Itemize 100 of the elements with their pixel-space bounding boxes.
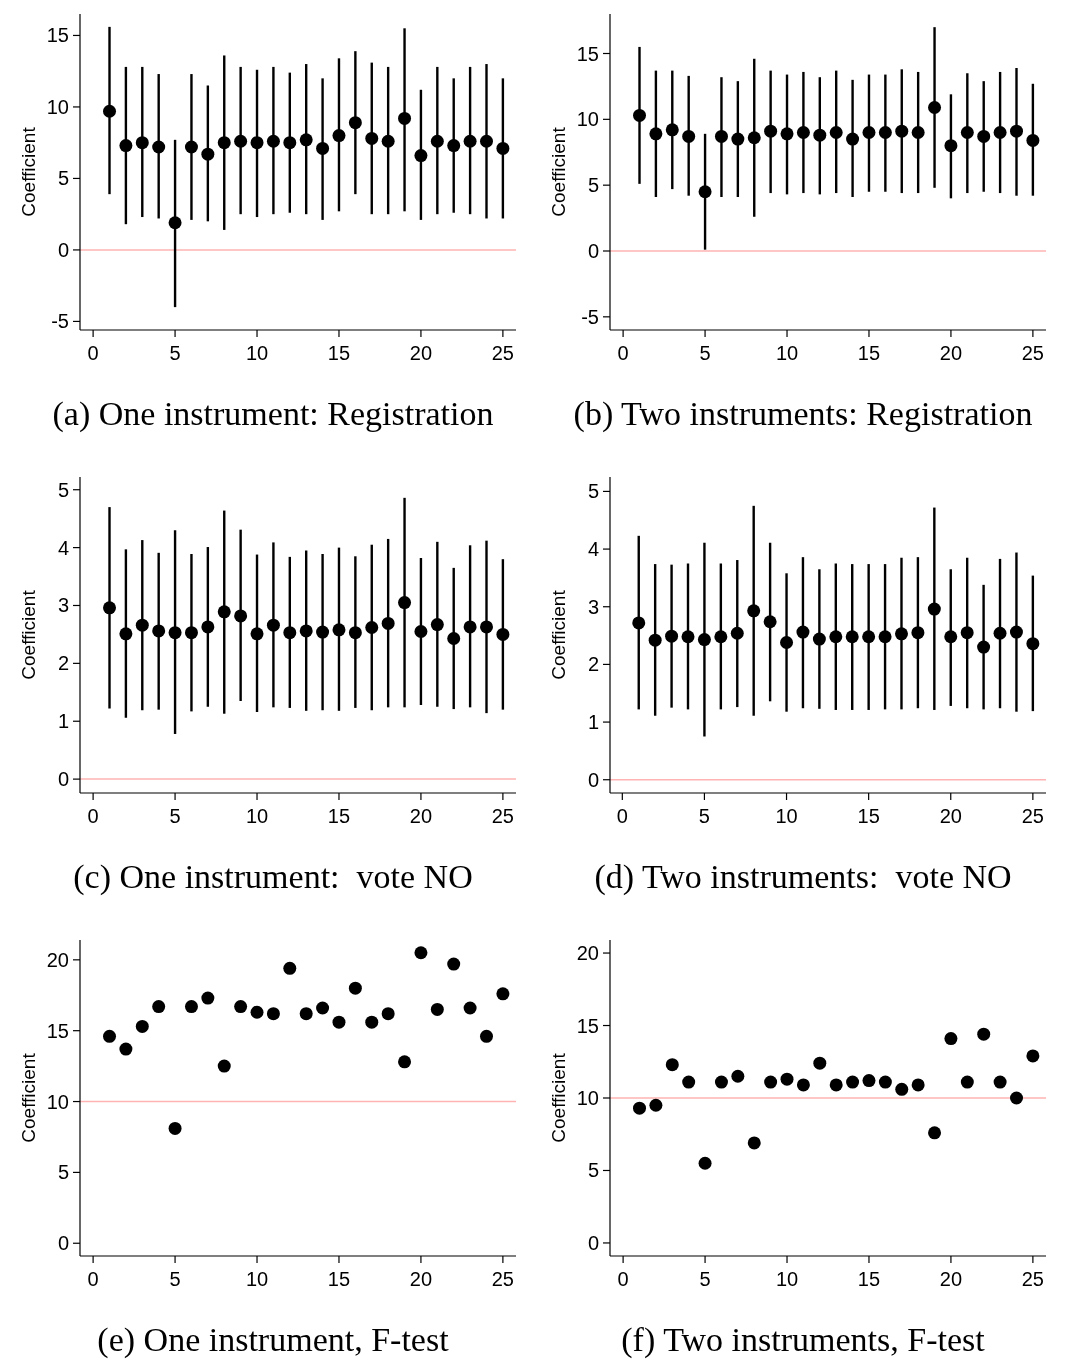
point xyxy=(381,1007,395,1021)
x-tick-label: 20 xyxy=(939,805,962,827)
x-tick-label: 0 xyxy=(87,342,99,364)
point xyxy=(414,625,428,639)
point xyxy=(812,632,826,646)
point xyxy=(496,987,510,1001)
point xyxy=(977,640,991,654)
point xyxy=(447,139,461,153)
point xyxy=(862,1074,876,1088)
point xyxy=(299,1007,313,1021)
x-tick-label: 15 xyxy=(857,805,880,827)
point xyxy=(665,629,679,643)
point xyxy=(960,1075,974,1089)
point xyxy=(845,630,859,644)
point xyxy=(234,1000,248,1014)
y-tick-label: -5 xyxy=(51,310,69,333)
x-tick-label: 0 xyxy=(87,805,99,827)
y-tick-label: -5 xyxy=(581,305,599,328)
x-tick-label: 0 xyxy=(87,1268,99,1290)
y-tick-label: 3 xyxy=(57,594,69,617)
point xyxy=(365,620,379,634)
point xyxy=(714,630,728,644)
y-axis-title: Coefficient xyxy=(18,126,39,217)
point xyxy=(796,126,810,139)
y-axis-title: Coefficient xyxy=(548,589,569,680)
point xyxy=(829,1078,843,1092)
point xyxy=(381,616,395,630)
point xyxy=(878,1075,892,1089)
point xyxy=(217,1059,231,1073)
y-tick-label: 1 xyxy=(587,711,599,734)
y-tick-label: 5 xyxy=(587,480,599,503)
y-tick-label: 5 xyxy=(587,1159,599,1182)
point xyxy=(747,1136,761,1150)
x-tick-label: 10 xyxy=(775,1268,799,1290)
point xyxy=(168,1121,182,1135)
point xyxy=(430,1002,444,1016)
point xyxy=(665,1058,679,1072)
point xyxy=(316,141,330,155)
point xyxy=(184,626,198,640)
y-tick-label: 10 xyxy=(46,95,69,118)
x-tick-label: 10 xyxy=(245,1268,269,1290)
point xyxy=(316,1001,330,1015)
point xyxy=(944,1032,958,1046)
point xyxy=(184,140,198,154)
x-tick-label: 20 xyxy=(409,805,433,827)
point xyxy=(649,127,663,141)
x-tick-label: 5 xyxy=(699,1268,711,1290)
point xyxy=(152,624,166,638)
point xyxy=(993,126,1007,139)
point xyxy=(332,129,346,143)
point xyxy=(829,126,843,139)
x-tick-label: 0 xyxy=(617,342,629,364)
point xyxy=(665,123,679,137)
point xyxy=(266,134,280,148)
point xyxy=(878,126,892,139)
point xyxy=(633,1101,646,1115)
point xyxy=(993,1075,1007,1089)
point xyxy=(414,946,428,960)
point xyxy=(283,136,297,150)
point xyxy=(780,127,794,141)
y-tick-label: 10 xyxy=(576,1087,599,1109)
point xyxy=(414,149,428,163)
point xyxy=(152,140,166,154)
point xyxy=(463,134,477,148)
x-tick-label: 20 xyxy=(939,342,963,364)
point xyxy=(398,596,412,610)
point xyxy=(135,1019,149,1033)
point xyxy=(103,601,116,615)
point xyxy=(796,1078,810,1092)
y-axis-title: Coefficient xyxy=(18,1052,39,1143)
point xyxy=(135,136,149,150)
x-tick-label: 5 xyxy=(698,805,710,827)
point xyxy=(747,131,761,145)
y-tick-label: 10 xyxy=(576,108,599,131)
point xyxy=(201,620,215,634)
x-tick-label: 20 xyxy=(409,1268,433,1290)
text: (c) One instrument: vote NO xyxy=(73,858,473,896)
point xyxy=(480,620,493,634)
point xyxy=(447,631,461,645)
point xyxy=(960,626,974,640)
point xyxy=(217,605,231,619)
point xyxy=(633,108,646,122)
point xyxy=(398,1055,412,1069)
point xyxy=(316,625,330,639)
point xyxy=(430,134,444,148)
point xyxy=(332,1015,346,1029)
point xyxy=(1026,133,1040,147)
point xyxy=(234,609,248,623)
point xyxy=(250,627,264,641)
x-tick-label: 25 xyxy=(491,805,515,827)
x-tick-label: 25 xyxy=(1021,1268,1045,1290)
x-tick-label: 20 xyxy=(409,342,433,364)
y-tick-label: 5 xyxy=(57,478,69,501)
x-tick-label: 25 xyxy=(491,1268,515,1290)
point xyxy=(697,633,711,647)
point xyxy=(927,602,941,616)
point xyxy=(632,616,646,630)
point xyxy=(217,136,231,150)
point xyxy=(682,1075,696,1089)
x-tick-label: 10 xyxy=(245,805,269,827)
